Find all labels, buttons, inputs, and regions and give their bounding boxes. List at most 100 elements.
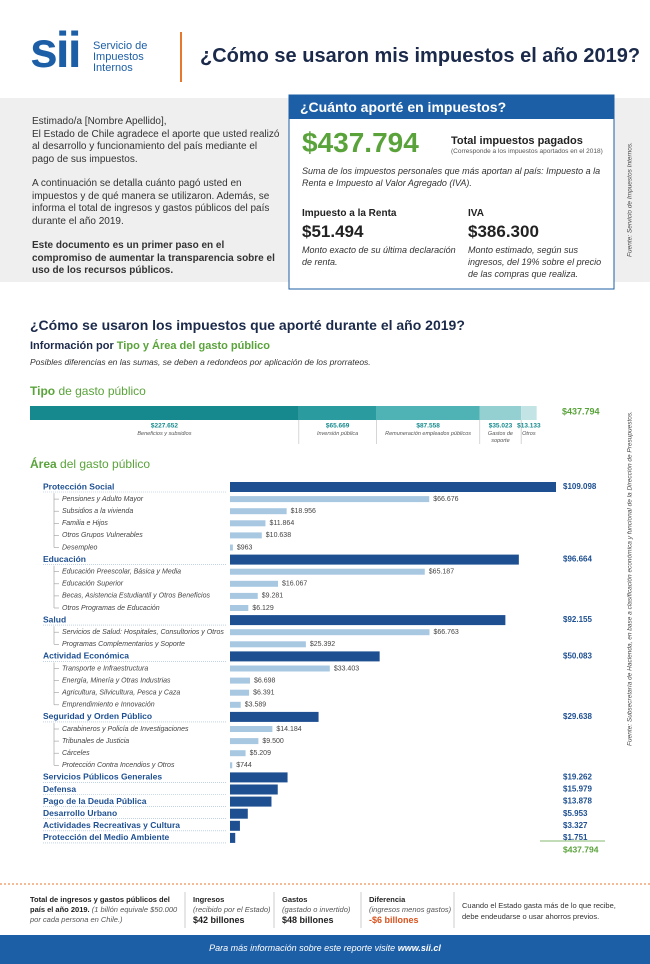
summary-title: Total de ingresos y gastos públicos del … bbox=[30, 895, 170, 914]
sub-bar bbox=[230, 568, 425, 575]
sub-name: Servicios de Salud: Hospitales, Consulto… bbox=[62, 629, 224, 636]
sub-bar bbox=[230, 605, 249, 611]
sub-bar bbox=[230, 496, 430, 503]
box-description: Suma de los impuestos personales que más… bbox=[302, 166, 601, 188]
area-name: Actividad Económica bbox=[43, 651, 129, 661]
sub-bar bbox=[230, 641, 306, 648]
type-segment bbox=[30, 406, 299, 420]
source: Fuente: Servicio de Impuestos Internos. bbox=[626, 142, 634, 257]
sub-bar bbox=[230, 677, 251, 684]
area-bar bbox=[230, 711, 319, 722]
sub-value: $963 bbox=[237, 544, 253, 551]
sub-name: Protección Contra Incendios y Otros bbox=[62, 762, 175, 769]
sub-value: $9.500 bbox=[262, 738, 284, 745]
paragraph: Este documento es un primer paso en el c… bbox=[32, 240, 275, 276]
area-value: $5.953 bbox=[563, 809, 588, 818]
sub-name: Subsidios a la vivienda bbox=[62, 508, 133, 515]
sub-value: $6.391 bbox=[253, 690, 275, 697]
title-rest: del gasto público bbox=[56, 457, 151, 471]
col-amount: $48 billones bbox=[282, 915, 334, 925]
note: Posibles diferencias en las sumas, se de… bbox=[30, 357, 371, 367]
area-name: Servicios Públicos Generales bbox=[43, 772, 162, 782]
footer-band bbox=[0, 935, 650, 964]
footer-link: Para más información sobre este reporte … bbox=[0, 943, 650, 953]
sub-bar bbox=[230, 701, 241, 708]
area-value: $13.878 bbox=[563, 797, 592, 806]
sub-bar bbox=[230, 738, 259, 745]
area-source: Fuente: Subsecretaría de Hacienda, en ba… bbox=[626, 411, 634, 746]
section-title: ¿Cómo se usaron los impuestos que aporté… bbox=[30, 317, 465, 333]
sub-value: $65.187 bbox=[429, 569, 454, 576]
sub-bar bbox=[230, 520, 266, 527]
segment-name: Beneficios y subsidios bbox=[137, 431, 192, 437]
sub-name: Energía, Minería y Otras Industrias bbox=[62, 677, 171, 684]
org-line: Impuestos bbox=[93, 51, 144, 63]
area-value: $1.751 bbox=[563, 833, 588, 842]
col-note: (gastado o invertido) bbox=[282, 905, 351, 914]
area-name: Desarrollo Urbano bbox=[43, 808, 117, 818]
sub-name: Transporte e Infraestructura bbox=[62, 665, 148, 672]
type-total: $437.794 bbox=[562, 406, 600, 416]
sub-bar bbox=[230, 629, 430, 636]
org-line: Servicio de bbox=[93, 40, 148, 52]
area-total: $437.794 bbox=[563, 844, 599, 854]
logo: sii bbox=[30, 22, 82, 78]
sub-value: $6.698 bbox=[254, 677, 276, 684]
renta-note: Monto exacto de su última declaración de… bbox=[302, 245, 456, 267]
sub-bar bbox=[230, 665, 330, 672]
page-title: ¿Cómo se usaron mis impuestos el año 201… bbox=[200, 45, 641, 67]
sub-name: Desempleo bbox=[62, 544, 98, 551]
sub-value: $66.676 bbox=[433, 496, 458, 503]
sub-name: Tribunales de Justicia bbox=[62, 738, 129, 745]
sub-bar bbox=[230, 726, 273, 732]
sub-name: Otros Programas de Educación bbox=[62, 605, 160, 612]
sub-value: $6.129 bbox=[252, 605, 274, 612]
summary-note: (1 billón equivale $50.000 por cada pers… bbox=[30, 905, 178, 924]
iva-amount: $386.300 bbox=[468, 222, 539, 241]
type-segment bbox=[479, 406, 522, 420]
area-bar bbox=[230, 482, 556, 492]
area-value: $3.327 bbox=[563, 821, 588, 830]
renta: Impuesto a la Renta $51.494 Monto exacto… bbox=[302, 208, 457, 268]
footer-diferencia: Diferencia (ingresos menos gastos) -$6 b… bbox=[369, 895, 451, 925]
contribution-header bbox=[289, 95, 614, 119]
area-bar bbox=[230, 554, 519, 565]
segment-value: $35.023 bbox=[489, 423, 513, 430]
segment-value: $227.652 bbox=[151, 423, 178, 430]
info-prefix: Información por bbox=[30, 340, 117, 352]
area-name: Pago de la Deuda Pública bbox=[43, 796, 147, 806]
segment-name: Gastos de soporte bbox=[487, 431, 513, 444]
sub-name: Programas Complementarios y Soporte bbox=[62, 641, 185, 648]
sub-name: Cárceles bbox=[62, 750, 90, 757]
renta-amount: $51.494 bbox=[302, 222, 364, 241]
type-segment bbox=[298, 406, 377, 420]
segment-value: $13.133 bbox=[517, 423, 541, 430]
info-highlight: Tipo y Área del gasto público bbox=[116, 340, 270, 352]
type-segment bbox=[521, 406, 537, 420]
sub-name: Educación Preescolar, Básica y Media bbox=[62, 569, 181, 576]
paragraph: El Estado de Chile agradece el aporte qu… bbox=[32, 128, 280, 165]
area-value: $15.979 bbox=[563, 785, 592, 794]
area-bar bbox=[230, 784, 278, 795]
title-highlight: Tipo bbox=[30, 384, 56, 398]
paragraph: A continuación se detalla cuánto pagó us… bbox=[32, 178, 270, 227]
sub-bar bbox=[230, 508, 287, 515]
area-name: Salud bbox=[43, 614, 66, 624]
type-title: Tipo de gasto público bbox=[30, 384, 146, 398]
sub-name: Otros Grupos Vulnerables bbox=[62, 532, 143, 539]
area-bar bbox=[230, 615, 506, 626]
greeting: Estimado/a [Nombre Apellido], bbox=[32, 116, 167, 127]
sub-value: $11.864 bbox=[269, 520, 294, 527]
sub-name: Emprendimiento e Innovación bbox=[62, 702, 155, 709]
area-value: $19.262 bbox=[563, 773, 592, 782]
info: Información por Tipo y Área del gasto pú… bbox=[30, 340, 270, 352]
sub-value: $18.956 bbox=[291, 508, 316, 515]
area-name: Seguridad y Orden Público bbox=[43, 711, 152, 721]
link[interactable]: www.sii.cl bbox=[397, 943, 441, 953]
area-value: $96.664 bbox=[563, 555, 592, 564]
total-note: (Corresponde a los impuestos aportados e… bbox=[451, 148, 603, 155]
col-amount: -$6 billones bbox=[369, 915, 419, 925]
segment-value: $87.558 bbox=[416, 423, 440, 430]
